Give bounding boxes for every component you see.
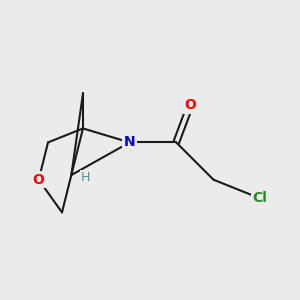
- Text: Cl: Cl: [253, 191, 268, 206]
- Text: N: N: [124, 135, 135, 149]
- Text: O: O: [33, 173, 45, 187]
- Text: H: H: [81, 171, 90, 184]
- Text: O: O: [184, 98, 196, 112]
